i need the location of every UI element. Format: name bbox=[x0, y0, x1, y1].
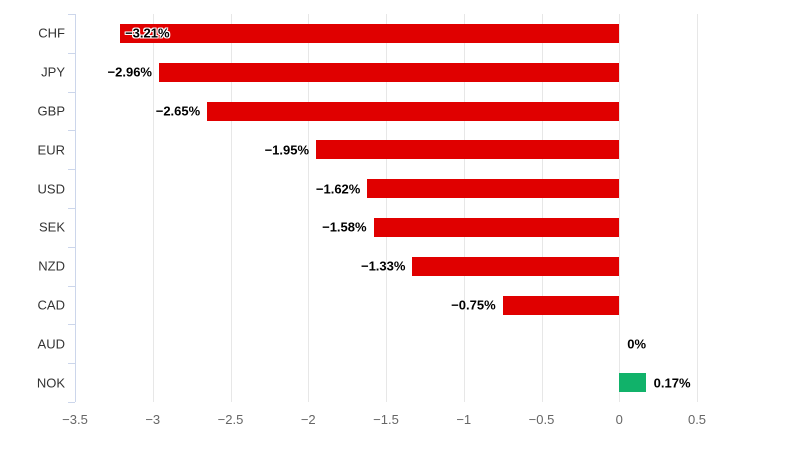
category-label: NZD bbox=[38, 258, 65, 274]
y-axis-tick bbox=[68, 246, 75, 248]
bar-data-label: −2.65% bbox=[155, 103, 201, 119]
x-tick-label: −2 bbox=[300, 412, 316, 427]
category-label: USD bbox=[37, 181, 65, 197]
gridline bbox=[230, 14, 232, 402]
bar-jpy[interactable] bbox=[158, 62, 620, 82]
y-axis-tick bbox=[68, 324, 75, 326]
x-tick-label: −0.5 bbox=[528, 412, 555, 427]
y-axis-tick bbox=[68, 169, 75, 171]
y-axis-tick bbox=[68, 52, 75, 54]
bar-data-label: −2.96% bbox=[107, 64, 152, 80]
bar-sek[interactable] bbox=[373, 217, 620, 237]
bar-nzd[interactable] bbox=[412, 256, 620, 276]
bar-data-label: −3.21% bbox=[125, 25, 170, 41]
bar-data-label: −1.33% bbox=[360, 258, 406, 274]
bar-gbp[interactable] bbox=[207, 101, 620, 121]
bar-data-label: −1.58% bbox=[322, 219, 367, 235]
bar-data-label: −1.95% bbox=[264, 142, 310, 158]
y-axis-tick bbox=[68, 285, 75, 287]
y-axis-tick bbox=[68, 14, 75, 15]
y-axis-tick bbox=[68, 208, 75, 209]
gridline bbox=[308, 14, 310, 402]
category-label: JPY bbox=[41, 64, 65, 80]
gridline bbox=[463, 14, 465, 402]
bar-data-label: 0% bbox=[627, 336, 647, 352]
x-tick-label: −3 bbox=[145, 412, 161, 427]
category-label: NOK bbox=[36, 375, 65, 391]
y-axis-tick bbox=[68, 130, 75, 132]
category-label: EUR bbox=[37, 142, 65, 158]
gridline bbox=[386, 14, 387, 402]
bar-usd[interactable] bbox=[367, 179, 620, 199]
x-tick-label: 0 bbox=[615, 412, 623, 427]
x-tick-label: −2.5 bbox=[217, 412, 244, 427]
category-label: CAD bbox=[37, 297, 65, 313]
y-axis-line bbox=[75, 14, 76, 402]
gridline bbox=[152, 14, 154, 402]
bar-nok[interactable] bbox=[619, 373, 646, 393]
category-label: CHF bbox=[38, 25, 65, 41]
x-tick-label: −1 bbox=[456, 412, 472, 427]
bar-data-label: −1.62% bbox=[315, 181, 361, 197]
y-axis-tick bbox=[68, 363, 75, 365]
bar-chf[interactable] bbox=[120, 23, 620, 43]
category-label: SEK bbox=[38, 219, 65, 235]
category-label: AUD bbox=[37, 336, 65, 352]
bar-eur[interactable] bbox=[316, 140, 620, 160]
x-tick-label: 0.5 bbox=[687, 412, 707, 427]
bar-data-label: −0.75% bbox=[451, 297, 496, 313]
category-label: GBP bbox=[37, 103, 65, 119]
gridline bbox=[619, 14, 621, 402]
y-axis-tick bbox=[68, 91, 75, 93]
bar-data-label: 0.17% bbox=[653, 375, 691, 391]
x-tick-label: −3.5 bbox=[62, 412, 88, 427]
y-axis-tick bbox=[68, 402, 75, 403]
gridline bbox=[541, 14, 543, 402]
x-tick-label: −1.5 bbox=[373, 412, 399, 427]
bar-cad[interactable] bbox=[502, 295, 620, 315]
gridline bbox=[697, 14, 698, 402]
